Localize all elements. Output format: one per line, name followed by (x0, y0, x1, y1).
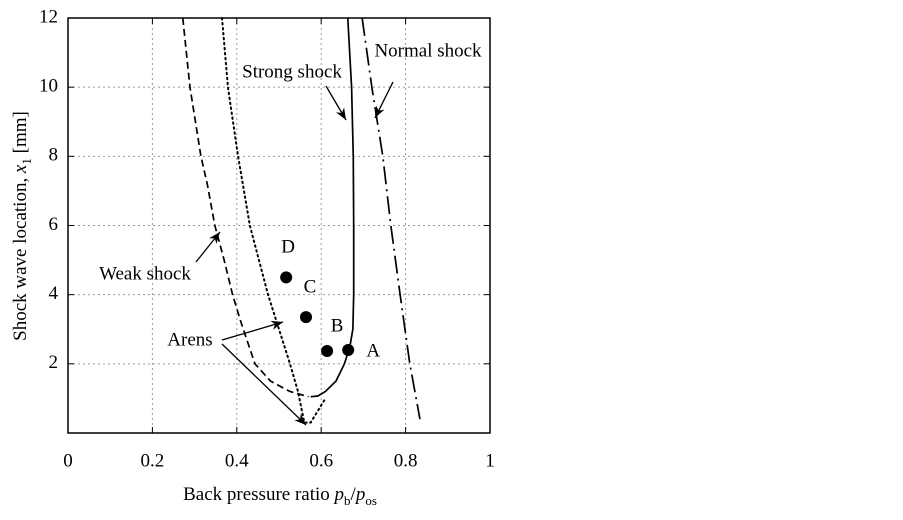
y-tick-label: 2 (49, 352, 59, 373)
x-tick-label: 0.2 (141, 450, 165, 471)
y-axis-label: Shock wave location, x1 [mm] (10, 111, 34, 341)
x-axis-label: Back pressure ratio pb/pos (183, 484, 377, 508)
point-label: D (281, 237, 295, 258)
data-point (280, 271, 293, 284)
arrow (374, 81, 394, 119)
series-line (221, 17, 327, 424)
x-tick-label: 1 (485, 450, 495, 471)
x-tick-label: 0 (63, 450, 73, 471)
y-tick-label: 8 (49, 145, 59, 166)
point-label: A (366, 340, 380, 361)
arrow (325, 85, 347, 121)
y-tick-label: 4 (49, 283, 59, 304)
x-tick-label: 0.4 (225, 450, 249, 471)
arrow (221, 320, 284, 341)
x-tick-label: 0.6 (309, 450, 333, 471)
series-line (181, 17, 309, 398)
y-tick-label: 6 (49, 214, 59, 235)
arrow (221, 343, 307, 426)
data-point (321, 345, 334, 358)
series-line (310, 17, 355, 398)
data-point (342, 344, 355, 356)
series-annotation: Weak shock (99, 263, 191, 284)
series-annotation: Strong shock (242, 61, 342, 82)
series-line (361, 17, 421, 420)
annotation-arrows (195, 81, 394, 426)
point-label: B (331, 315, 344, 336)
arrow (195, 231, 221, 263)
series-annotation: Normal shock (374, 40, 482, 61)
y-tick-label: 10 (39, 76, 58, 97)
grid (68, 18, 490, 433)
series-annotation: Arens (167, 329, 212, 350)
y-tick-label: 12 (39, 6, 58, 27)
x-tick-label: 0.8 (394, 450, 418, 471)
point-label: C (304, 277, 317, 298)
plot (181, 17, 421, 424)
data-point (300, 311, 313, 324)
